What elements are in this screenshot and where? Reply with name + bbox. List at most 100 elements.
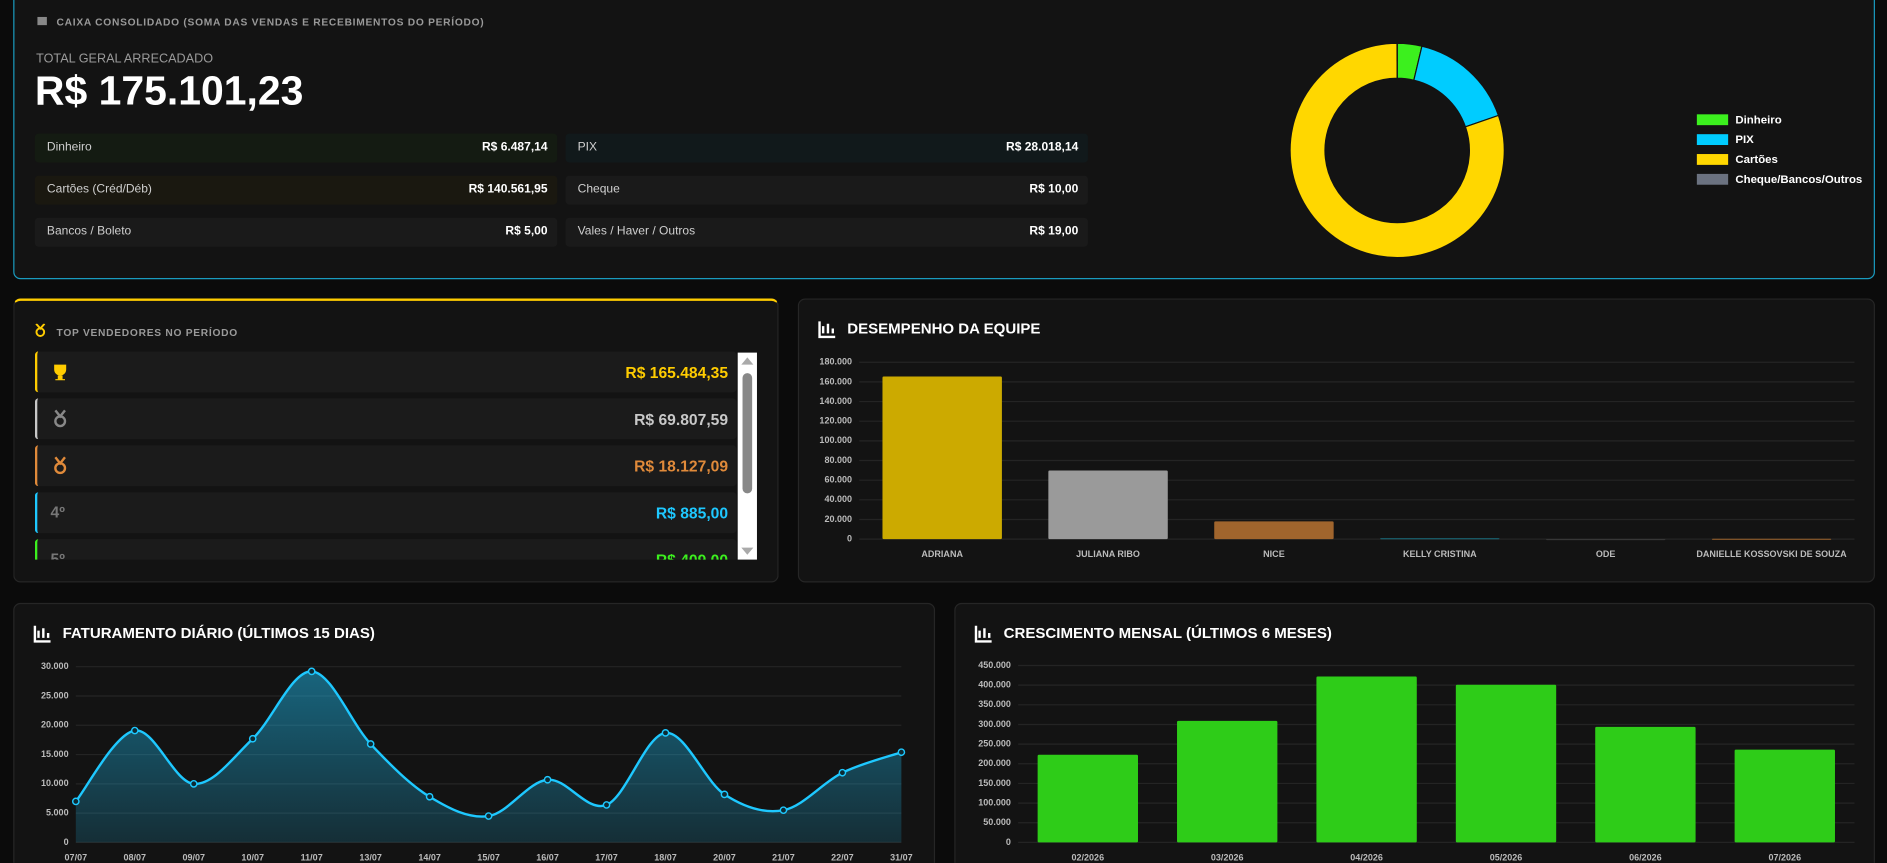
x-tick-label: 05/2026 bbox=[1490, 852, 1523, 862]
seller-list: R$ 165.484,35 R$ 69.807,59 R$ 18.127,09 4º R… bbox=[14, 351, 737, 560]
panel-title: TOP VENDEDORES NO PERÍODO bbox=[56, 326, 238, 339]
monthly-panel: CRESCIMENTO MENSAL (ÚLTIMOS 6 MESES) 0 50.… bbox=[954, 602, 1875, 863]
bar bbox=[1545, 539, 1666, 541]
line-point bbox=[484, 812, 493, 820]
seller-row: 4º R$ 885,00 bbox=[34, 492, 737, 534]
bar bbox=[1734, 749, 1835, 843]
title-icon bbox=[974, 625, 992, 643]
chart-title: DESEMPENHO DA EQUIPE bbox=[847, 321, 1040, 338]
legend-swatch bbox=[1696, 114, 1729, 126]
panel-title: CAIXA CONSOLIDADO (SOMA DAS VENDAS E REC… bbox=[56, 15, 485, 28]
icon bbox=[54, 364, 67, 381]
y-tick-label: 20.000 bbox=[824, 514, 852, 524]
icon bbox=[54, 409, 67, 428]
payment-row: Dinheiro R$ 6.487,14 bbox=[34, 133, 558, 163]
line-point bbox=[602, 801, 611, 809]
bar bbox=[1177, 720, 1278, 843]
x-tick-label: 21/07 bbox=[772, 852, 795, 862]
line-area bbox=[75, 671, 902, 843]
rank-icon bbox=[54, 409, 67, 428]
payment-row: Cartões (Créd/Déb) R$ 140.561,95 bbox=[34, 175, 558, 205]
payment-value: R$ 140.561,95 bbox=[468, 182, 548, 197]
scrollbar-art bbox=[741, 357, 754, 555]
y-tick-label: 50.000 bbox=[983, 817, 1011, 827]
x-tick-label: ADRIANA bbox=[921, 549, 963, 559]
rank-icon bbox=[54, 456, 67, 475]
bar bbox=[1214, 521, 1334, 540]
line bbox=[74, 670, 902, 818]
x-tick-label: 06/2026 bbox=[1629, 852, 1662, 862]
line-point bbox=[366, 740, 375, 748]
x-tick-label: ODE bbox=[1596, 549, 1616, 559]
y-tick-label: 250.000 bbox=[978, 739, 1011, 749]
y-tick-label: 300.000 bbox=[978, 719, 1011, 729]
y-tick-label: 15.000 bbox=[41, 749, 69, 759]
x-tick-label: JULIANA RIBO bbox=[1076, 549, 1140, 559]
rank-icon bbox=[54, 364, 67, 381]
payment-value: R$ 28.018,14 bbox=[1006, 140, 1079, 155]
line-point bbox=[130, 726, 139, 735]
x-tick-label: 08/07 bbox=[124, 852, 147, 862]
x-tick-label: 15/07 bbox=[477, 852, 500, 862]
legend-swatch bbox=[1696, 154, 1729, 165]
seller-value: R$ 18.127,09 bbox=[634, 457, 729, 476]
cash-panel: CAIXA CONSOLIDADO (SOMA DAS VENDAS E REC… bbox=[13, 0, 1875, 280]
y-tick-label: 120.000 bbox=[819, 416, 852, 426]
y-tick-label: 150.000 bbox=[978, 778, 1011, 788]
x-tick-label: 10/07 bbox=[241, 852, 264, 862]
bar bbox=[882, 376, 1002, 540]
x-tick-label: 18/07 bbox=[654, 852, 677, 862]
y-tick-label: 0 bbox=[64, 837, 69, 847]
payment-row: PIX R$ 28.018,14 bbox=[565, 133, 1088, 163]
x-tick-label: 16/07 bbox=[536, 852, 559, 862]
scrollbar[interactable] bbox=[737, 352, 757, 560]
y-tick-label: 25.000 bbox=[41, 690, 69, 700]
x-tick-label: 17/07 bbox=[595, 852, 618, 862]
bar bbox=[1380, 538, 1500, 540]
x-tick-label: 20/07 bbox=[713, 852, 736, 862]
bar bbox=[1316, 676, 1417, 843]
payment-label: Cheque bbox=[577, 182, 620, 197]
team-panel: DESEMPENHO DA EQUIPE 0 20.000 40.000 60.000 8… bbox=[797, 298, 1875, 583]
x-tick-label: 11/07 bbox=[301, 852, 323, 862]
payment-row: Cheque R$ 10,00 bbox=[565, 175, 1088, 205]
y-tick-label: 20.000 bbox=[41, 720, 69, 730]
line-point bbox=[720, 790, 729, 799]
donut-slice bbox=[1289, 42, 1505, 259]
title-icon bbox=[33, 625, 51, 643]
legend-label: PIX bbox=[1735, 134, 1754, 146]
title-icon bbox=[818, 321, 836, 339]
icon bbox=[35, 323, 46, 337]
icon bbox=[37, 16, 47, 26]
monthly-chart: CRESCIMENTO MENSAL (ÚLTIMOS 6 MESES) 0 50.… bbox=[974, 624, 1855, 862]
y-tick-label: 100.000 bbox=[978, 797, 1011, 807]
seller-value: R$ 409,00 bbox=[656, 551, 728, 559]
chart-title: FATURAMENTO DIÁRIO (ÚLTIMOS 15 DIAS) bbox=[63, 624, 375, 642]
y-tick-label: 60.000 bbox=[824, 475, 852, 485]
seller-row: 5º R$ 409,00 bbox=[34, 539, 737, 560]
seller-rank: 5º bbox=[50, 549, 65, 560]
y-tick-label: 350.000 bbox=[978, 699, 1011, 709]
seller-row: R$ 18.127,09 bbox=[34, 445, 737, 487]
x-tick-label: 02/2026 bbox=[1072, 852, 1105, 862]
team-chart: DESEMPENHO DA EQUIPE 0 20.000 40.000 60.000 8… bbox=[818, 321, 1855, 559]
x-tick-label: 31/07 bbox=[890, 852, 913, 862]
legend-swatch bbox=[1696, 134, 1729, 146]
line-point bbox=[543, 775, 552, 784]
legend-swatch bbox=[1696, 173, 1729, 185]
x-tick-label: KELLY CRISTINA bbox=[1403, 549, 1477, 559]
payment-label: Dinheiro bbox=[46, 140, 92, 155]
x-tick-label: 22/07 bbox=[831, 852, 854, 862]
y-tick-label: 0 bbox=[847, 534, 852, 544]
line-point bbox=[248, 734, 257, 743]
line-point bbox=[425, 792, 434, 801]
icon bbox=[54, 456, 67, 475]
total-label: TOTAL GERAL ARRECADADO bbox=[36, 51, 214, 67]
chart-title: CRESCIMENTO MENSAL (ÚLTIMOS 6 MESES) bbox=[1004, 624, 1332, 642]
legend-label: Dinheiro bbox=[1735, 114, 1781, 126]
y-tick-label: 160.000 bbox=[819, 376, 852, 386]
y-tick-label: 100.000 bbox=[819, 435, 852, 445]
legend-label: Cheque/Bancos/Outros bbox=[1735, 174, 1862, 186]
seller-row: R$ 69.807,59 bbox=[34, 398, 737, 440]
